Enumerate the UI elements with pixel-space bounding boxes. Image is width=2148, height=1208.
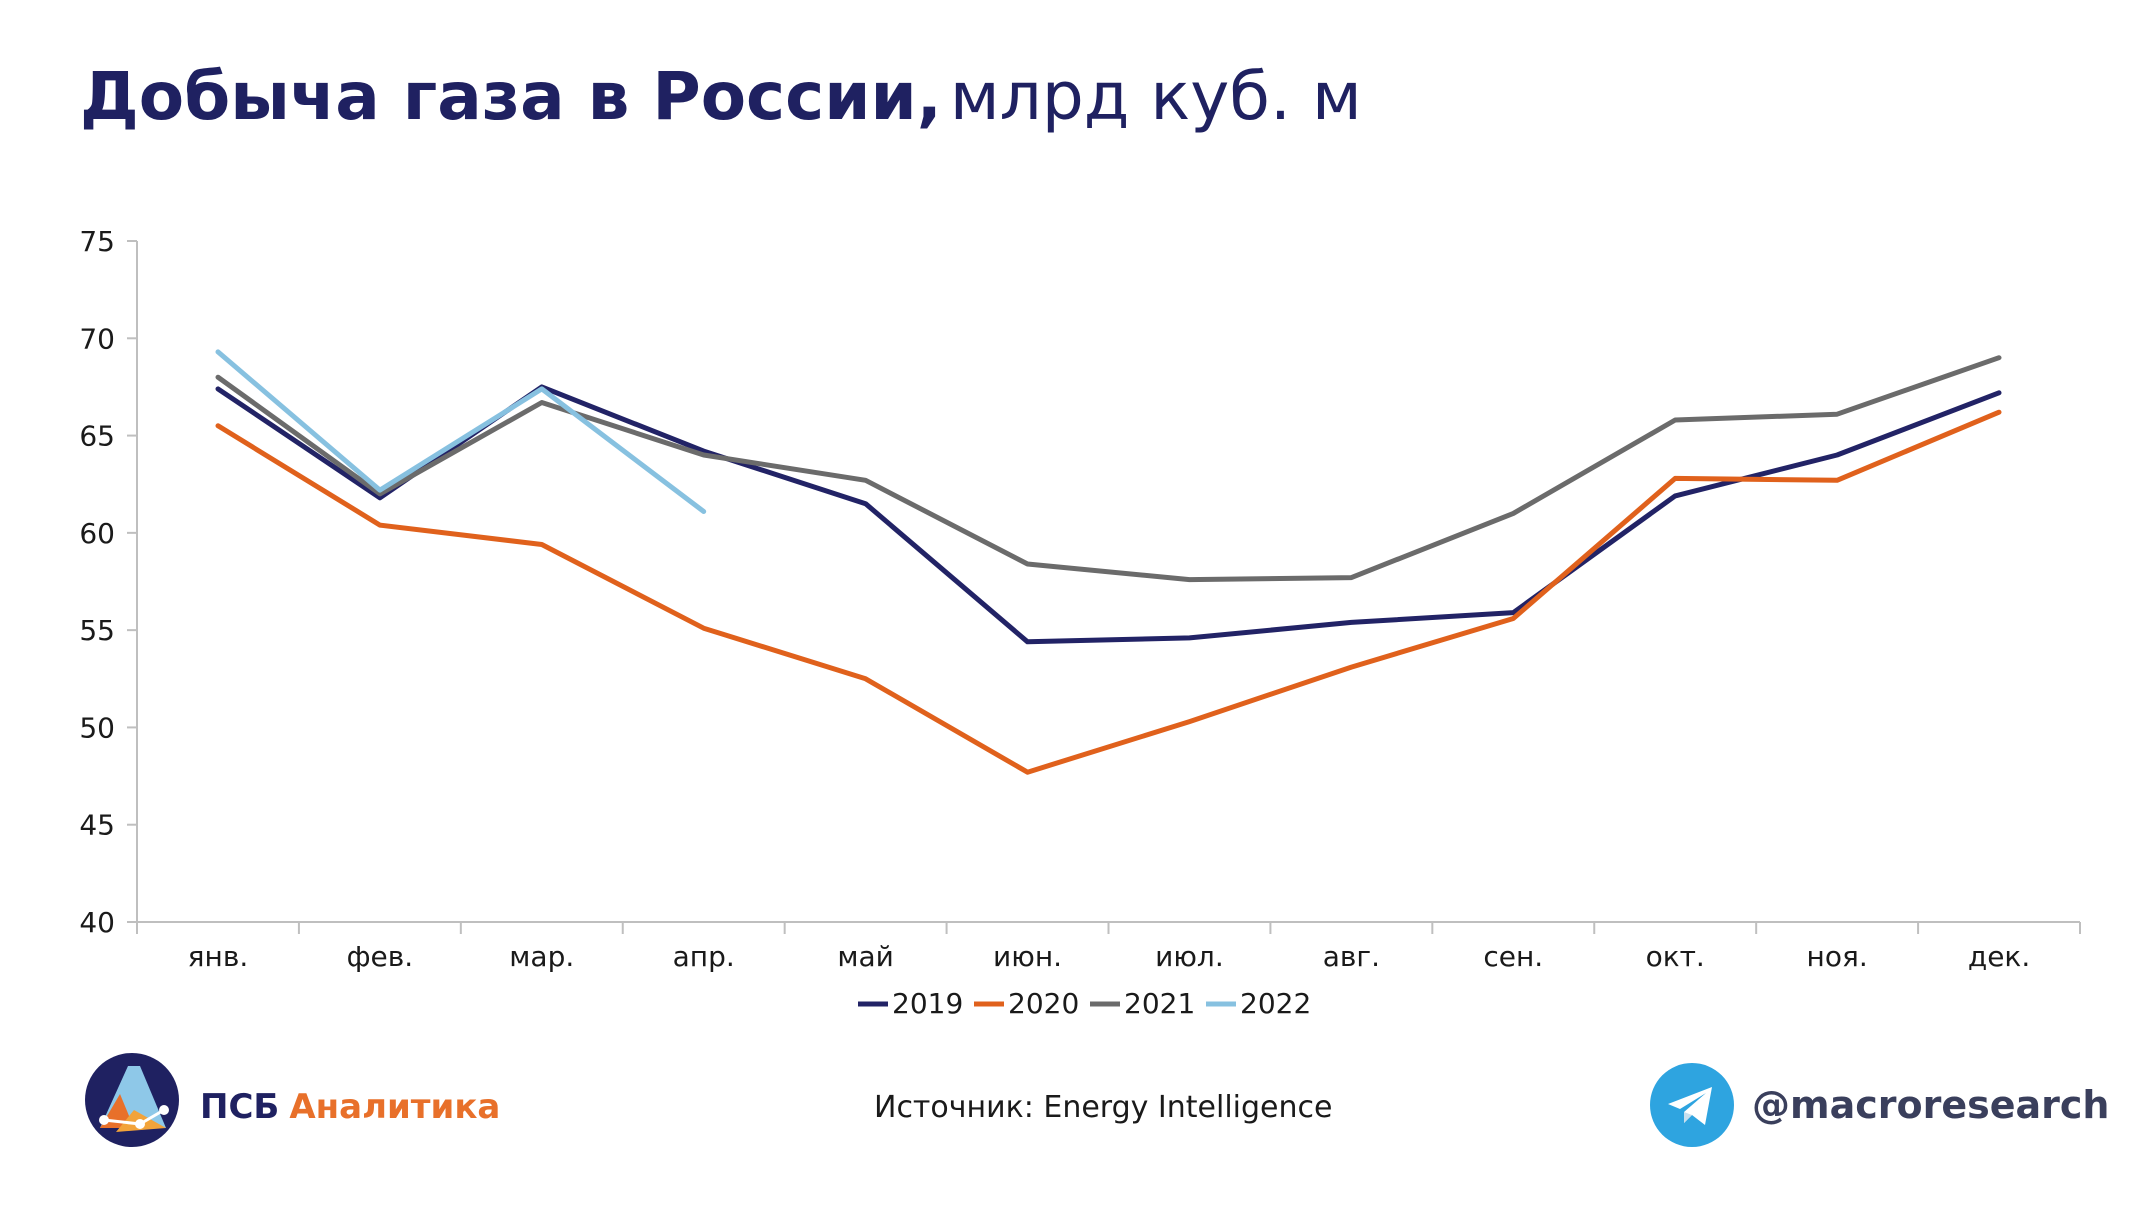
brand-name: ПСБ Аналитика — [200, 1087, 500, 1127]
telegram-icon[interactable] — [1650, 1063, 1734, 1147]
x-tick-label: дек. — [1968, 940, 2030, 973]
page-title: Добыча газа в России, млрд куб. м — [80, 58, 1362, 135]
x-tick-label: авг. — [1323, 940, 1380, 973]
legend-label-2022: 2022 — [1240, 987, 1311, 1020]
legend-label-2019: 2019 — [892, 987, 963, 1020]
x-tick-label: окт. — [1646, 940, 1705, 973]
x-tick-label: ноя. — [1807, 940, 1868, 973]
legend-label-2021: 2021 — [1124, 987, 1195, 1020]
x-tick-label: мар. — [509, 940, 574, 973]
y-tick-label: 50 — [79, 711, 115, 744]
source-note: Источник: Energy Intelligence — [874, 1090, 1333, 1125]
telegram-handle[interactable]: @macroresearch — [1752, 1083, 2110, 1127]
y-tick-label: 60 — [79, 517, 115, 550]
title-main: Добыча газа в России, — [80, 58, 942, 135]
y-tick-label: 45 — [79, 809, 115, 842]
series-line-2020 — [215, 409, 2002, 775]
x-tick-label: май — [837, 940, 893, 973]
brand-psb: ПСБ — [200, 1087, 280, 1127]
legend-label-2020: 2020 — [1008, 987, 1079, 1020]
y-tick-label: 75 — [79, 225, 115, 258]
series-line-2021 — [215, 355, 2002, 583]
y-tick-label: 55 — [79, 614, 115, 647]
y-tick-label: 70 — [79, 322, 115, 355]
x-tick-label: янв. — [188, 940, 249, 973]
y-tick-label: 40 — [79, 906, 115, 939]
x-tick-label: июл. — [1155, 940, 1224, 973]
x-tick-label: фев. — [347, 940, 414, 973]
psb-analytics-logo-icon — [85, 1053, 179, 1147]
title-unit: млрд куб. м — [949, 58, 1362, 135]
gas-production-chart: 40 45 50 55 60 65 70 75 янв. фев. мар. апр. май июн. и… — [79, 225, 2081, 1020]
series-line-2022 — [215, 349, 707, 514]
x-tick-label: июн. — [993, 940, 1062, 973]
y-tick-label: 65 — [79, 420, 115, 453]
x-tick-label: апр. — [673, 940, 735, 973]
x-tick-label: сен. — [1483, 940, 1543, 973]
brand-analytics: Аналитика — [289, 1087, 501, 1127]
